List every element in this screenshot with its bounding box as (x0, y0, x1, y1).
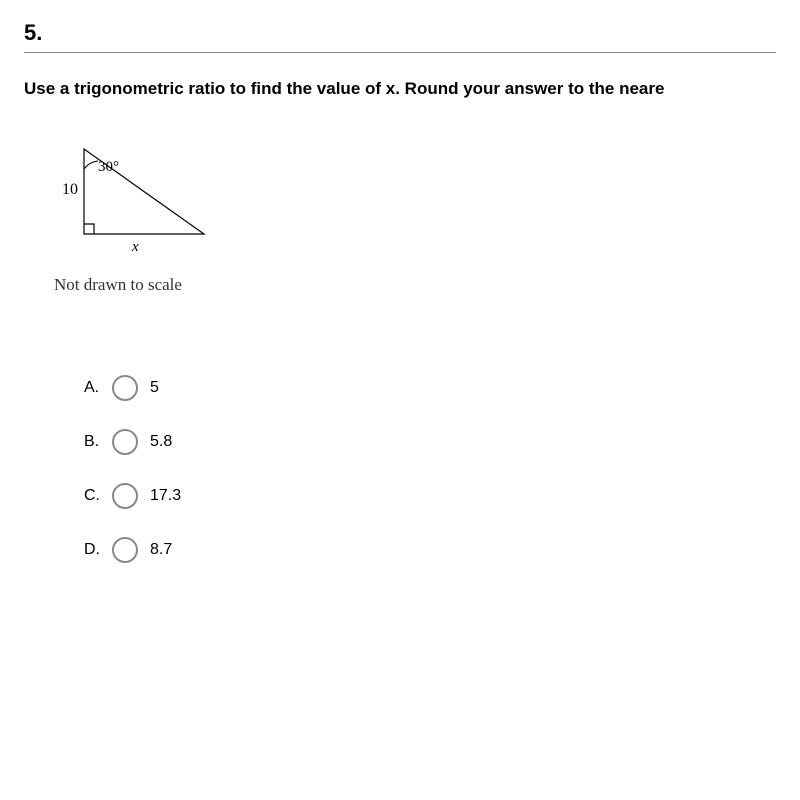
radio-icon[interactable] (112, 483, 138, 509)
option-value: 8.7 (150, 541, 172, 559)
option-c[interactable]: C. 17.3 (84, 483, 776, 509)
option-a[interactable]: A. 5 (84, 375, 776, 401)
radio-icon[interactable] (112, 537, 138, 563)
scale-note: Not drawn to scale (54, 275, 776, 295)
right-angle-mark (84, 224, 94, 234)
answer-options: A. 5 B. 5.8 C. 17.3 D. 8.7 (84, 375, 776, 563)
option-value: 17.3 (150, 487, 181, 505)
option-letter: A. (84, 379, 102, 397)
option-b[interactable]: B. 5.8 (84, 429, 776, 455)
question-number: 5. (24, 20, 776, 46)
question-page: 5. Use a trigonometric ratio to find the… (0, 0, 800, 800)
question-divider (24, 52, 776, 53)
side-label: 10 (62, 181, 78, 198)
angle-label: 30° (98, 159, 119, 175)
triangle-svg: 30° 10 x (54, 139, 234, 259)
option-value: 5.8 (150, 433, 172, 451)
option-letter: C. (84, 487, 102, 505)
question-text: Use a trigonometric ratio to find the va… (24, 79, 776, 99)
angle-arc (84, 161, 98, 169)
option-d[interactable]: D. 8.7 (84, 537, 776, 563)
option-letter: B. (84, 433, 102, 451)
option-value: 5 (150, 379, 159, 397)
base-label: x (131, 239, 139, 255)
radio-icon[interactable] (112, 375, 138, 401)
radio-icon[interactable] (112, 429, 138, 455)
triangle-diagram: 30° 10 x (54, 139, 776, 259)
option-letter: D. (84, 541, 102, 559)
